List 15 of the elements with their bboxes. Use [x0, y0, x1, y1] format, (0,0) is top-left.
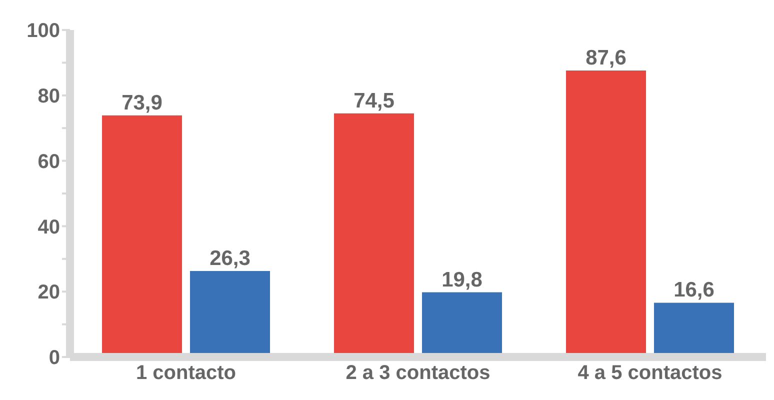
x-tick-label: 2 a 3 contactos — [346, 362, 490, 384]
y-tick-label: 0 — [48, 347, 60, 370]
y-tick-label: 20 — [38, 282, 60, 304]
data-label: 74,5 — [354, 89, 395, 112]
y-tick-label: 60 — [38, 150, 60, 173]
data-label: 16,6 — [674, 278, 714, 302]
data-label: 87,6 — [586, 46, 626, 70]
data-label: 73,9 — [122, 91, 162, 114]
y-tick-label: 40 — [38, 216, 60, 238]
x-tick-label: 1 contacto — [136, 362, 236, 384]
y-tick-label: 80 — [38, 86, 60, 108]
data-label: 19,8 — [442, 268, 483, 292]
data-label: 26,3 — [210, 247, 250, 270]
x-tick-label: 4 a 5 contactos — [578, 362, 722, 384]
y-tick-label: 100 — [26, 20, 60, 42]
